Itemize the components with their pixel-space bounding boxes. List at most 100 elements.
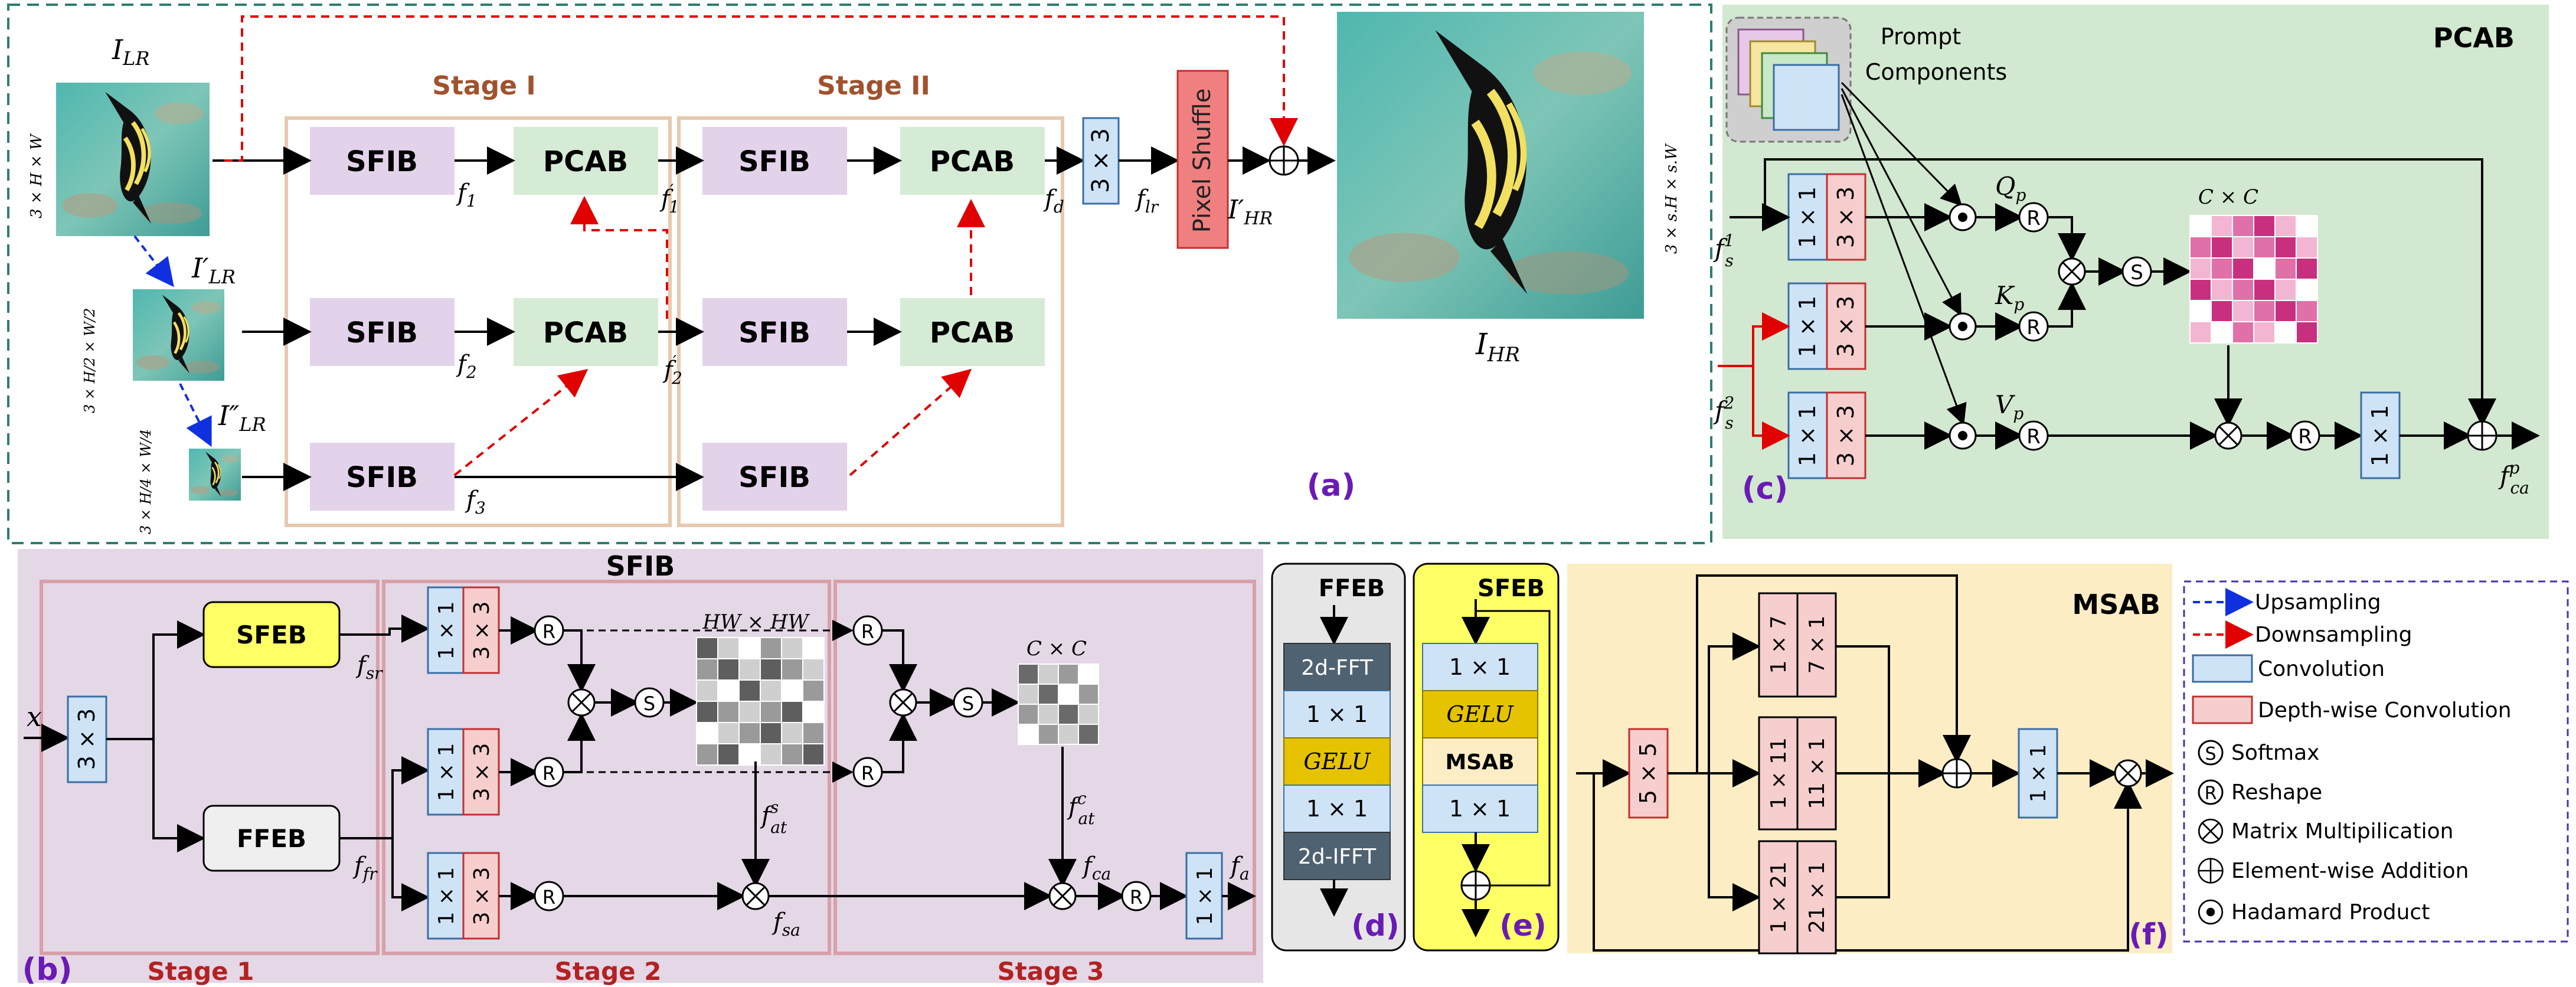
ffeb-title: FFEB: [1319, 575, 1385, 602]
fs2-label: f2 s: [1713, 393, 1734, 433]
legend-hadamard-label: Hadamard Product: [2231, 900, 2430, 924]
ffeb-gelu: GELU: [1283, 737, 1391, 786]
svg-text:3 × 3: 3 × 3: [1833, 296, 1859, 357]
svg-text:21 × 1: 21 × 1: [1805, 861, 1829, 933]
msab-branch-21: 1 × 21 21 × 1: [1758, 840, 1837, 955]
arrow: [106, 620, 205, 740]
svg-text:MSAB: MSAB: [1445, 750, 1514, 774]
svg-text:PCAB: PCAB: [543, 316, 628, 349]
panel-c: PCAB 3 × s.H × s.W Prompt Components 1 ×…: [1663, 5, 2549, 539]
attention-cell: [781, 658, 803, 681]
attention-cell: [1078, 724, 1099, 745]
attention-cell: [738, 658, 761, 681]
i-hr-prime-label: I′HR: [1227, 195, 1273, 229]
i-lr2-label: I″LR: [218, 400, 266, 436]
attention-cell: [1018, 664, 1039, 685]
i-lr-label: ILR: [112, 34, 150, 70]
svg-text:7 × 1: 7 × 1: [1805, 616, 1829, 674]
svg-text:1 × 1: 1 × 1: [1306, 701, 1368, 727]
attention-cell: [2189, 236, 2212, 259]
svg-text:3 × 3: 3 × 3: [1087, 128, 1114, 193]
attention-cell: [2296, 279, 2318, 301]
matmul-op: [741, 882, 770, 910]
sfib-block-s2-r1: SFIB: [702, 127, 847, 195]
msab-title: MSAB: [2072, 589, 2160, 620]
svg-text:S: S: [2205, 744, 2216, 764]
svg-text:R: R: [2205, 783, 2217, 804]
attention-cell: [1058, 724, 1079, 745]
hadamard-op: [1949, 312, 1977, 341]
attention-cell: [2274, 279, 2297, 301]
svg-text:R: R: [2298, 425, 2312, 449]
kp-label: Kp: [1995, 281, 2024, 314]
svg-text:1 × 1: 1 × 1: [434, 743, 459, 802]
attention-cell: [2296, 257, 2318, 280]
attention-cell: [781, 743, 803, 766]
dim-label-3: 3 × H/4 × W/4: [138, 429, 154, 534]
svg-text:1 × 1: 1 × 1: [1794, 405, 1820, 466]
svg-text:Pixel Shuffle: Pixel Shuffle: [1189, 89, 1216, 233]
arrow: [1836, 773, 1890, 898]
reshape-op: R: [2290, 420, 2320, 451]
arrow: [1752, 366, 1790, 450]
attention-cell: [781, 679, 803, 702]
stage-1-label: Stage 1: [147, 957, 254, 986]
svg-text:R: R: [2026, 425, 2041, 449]
svg-text:PCAB: PCAB: [930, 145, 1015, 178]
legend-matmul-symbol: [2198, 818, 2224, 844]
attention-cell: [738, 722, 761, 744]
softmax-op: S: [953, 687, 983, 718]
add-op: [1941, 758, 1972, 789]
attention-cell: [1018, 684, 1039, 705]
ffeb-fft: 2d-FFT: [1283, 643, 1391, 691]
svg-text:1 × 1: 1 × 1: [434, 602, 459, 660]
attention-cell: [2232, 257, 2254, 280]
svg-text:3 × 3: 3 × 3: [470, 602, 494, 660]
attention-cell: [802, 658, 825, 681]
attention-cell: [1018, 724, 1039, 745]
channel-attention-map: [1018, 664, 1099, 745]
svg-text:11 × 1: 11 × 1: [1805, 737, 1829, 809]
attention-cell: [760, 679, 782, 702]
svg-text:1 × 1: 1 × 1: [1449, 654, 1511, 680]
attention-cell: [2189, 279, 2212, 301]
attention-cell: [2274, 300, 2297, 322]
reshape-op: R: [852, 757, 883, 787]
attention-cell: [2296, 321, 2318, 344]
stage-2-label: Stage 2: [554, 957, 661, 986]
legend-reshape-label: Reshape: [2231, 780, 2322, 805]
sfeb-msab: MSAB: [1422, 737, 1538, 786]
svg-text:SFIB: SFIB: [738, 145, 810, 178]
svg-text:SFIB: SFIB: [346, 316, 418, 349]
upsample-arrow-1: [133, 235, 174, 287]
attention-cell: [696, 701, 718, 723]
dim-label-1: 3 × H × W: [28, 133, 45, 218]
attention-cell: [1058, 664, 1079, 685]
stage-2-box: [382, 580, 831, 955]
attention-cell: [2253, 279, 2276, 301]
panel-f: MSAB 5 × 5 1 × 7 7 × 1 1 × 11 11 × 1 1 ×…: [1567, 564, 2174, 955]
svg-text:SFIB: SFIB: [738, 316, 810, 349]
svg-text:3 × 3: 3 × 3: [470, 743, 494, 802]
legend-softmax-symbol: S: [2198, 740, 2224, 766]
attention-cell: [1078, 704, 1099, 725]
panel-c-label: (c): [1742, 471, 1788, 506]
svg-text:1 × 1: 1 × 1: [2367, 405, 2393, 466]
cc-label: C × C: [2198, 185, 2258, 209]
attention-cell: [2296, 215, 2318, 237]
stage-2-title: Stage II: [817, 71, 930, 101]
stage-1-box: [40, 580, 380, 955]
svg-text:GELU: GELU: [1446, 701, 1514, 727]
attention-cell: [2211, 321, 2233, 344]
panel-a: ILR 3 × H × W I′LR 3 × H/2 × W/2 I″LR 3 …: [7, 4, 1712, 544]
legend-conv-label: Convolution: [2258, 657, 2385, 681]
attention-cell: [1078, 684, 1099, 705]
pcab-conv-v: 1 × 1 3 × 3: [1787, 391, 1866, 479]
arrow: [152, 739, 205, 852]
attention-cell: [2253, 236, 2276, 259]
msab-branch-7: 1 × 7 7 × 1: [1758, 592, 1837, 698]
attention-cell: [717, 679, 740, 702]
attention-cell: [2189, 257, 2212, 280]
hadamard-op: [1949, 203, 1977, 231]
